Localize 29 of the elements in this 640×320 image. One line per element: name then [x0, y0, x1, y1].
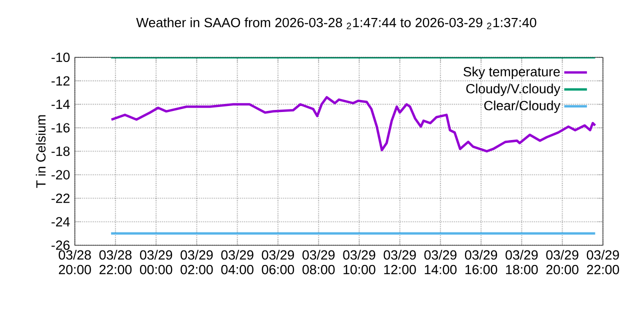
y-tick-label: -18	[52, 146, 70, 156]
x-tick-label: 03/29 04:00	[221, 250, 254, 274]
legend-label: Sky temperature	[464, 66, 560, 80]
y-tick-label: -16	[52, 123, 70, 132]
legend-label: Cloudy/V.cloudy	[466, 84, 560, 96]
x-tick-label: 03/29 02:00	[180, 250, 213, 274]
x-tick-label: 03/28 20:00	[58, 250, 91, 274]
y-tick-label: -10	[52, 52, 70, 62]
x-tick-label: 03/29 10:00	[343, 250, 376, 274]
x-tick-label: 03/29 20:00	[546, 250, 578, 274]
x-tick-label: 03/29 08:00	[302, 250, 335, 274]
y-tick-label: -26	[52, 240, 70, 250]
y-tick-label: -14	[52, 100, 70, 109]
chart-title: Weather in SAAO from 2026-03-28 $_{2}$1:47:44 to 2026-03-29 $_{2}$1:37:40	[136, 17, 536, 30]
y-tick-label: -24	[52, 217, 70, 226]
x-tick-label: 03/28 22:00	[99, 250, 132, 274]
y-tick-label: -22	[52, 194, 70, 203]
x-tick-label: 03/29 14:00	[424, 250, 457, 274]
x-tick-label: 03/29 06:00	[262, 250, 294, 274]
y-tick-label: -12	[52, 76, 70, 86]
x-tick-label: 03/29 00:00	[140, 250, 172, 274]
x-tick-label: 03/29 22:00	[586, 250, 620, 274]
x-tick-label: 03/29 18:00	[506, 250, 538, 274]
y-tick-label: -20	[52, 170, 70, 180]
y-axis-title: T in Celsium	[36, 115, 46, 188]
x-tick-label: 03/29 16:00	[464, 250, 498, 274]
legend-label: Clear/Cloudy	[484, 100, 560, 113]
x-tick-label: 03/29 12:00	[384, 250, 416, 274]
line-series	[110, 96, 596, 152]
